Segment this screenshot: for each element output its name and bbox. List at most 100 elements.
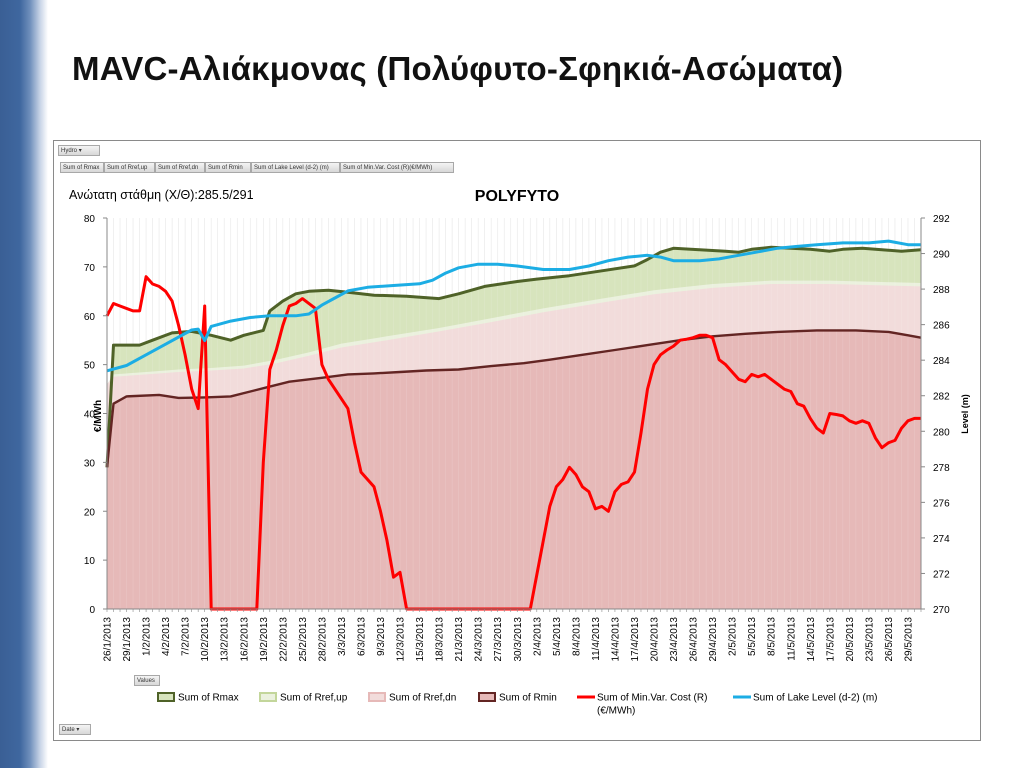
right-tick-label: 274 — [933, 534, 950, 545]
right-axis-ticks: 270 272 274 276 278 280 282 284 286 288 290 292 — [921, 214, 950, 616]
x-tick-label: 5/5/2013 — [747, 617, 758, 656]
x-tick-label: 1/2/2013 — [142, 617, 153, 656]
x-tick-label: 15/3/2013 — [415, 617, 426, 662]
y-axis-label-right: Level (m) — [960, 394, 970, 434]
legend-label: Sum of Rmax — [178, 693, 239, 704]
value-field-button-cost[interactable]: Sum of Min.Var. Cost (R)(€/MWh) — [340, 162, 454, 173]
value-field-button-rmax[interactable]: Sum of Rmax — [60, 162, 104, 173]
x-tick-label: 20/5/2013 — [845, 617, 856, 662]
value-field-button-rmin[interactable]: Sum of Rmin — [205, 162, 251, 173]
legend-swatch — [259, 692, 277, 702]
axis-field-button[interactable]: Date ▾ — [59, 724, 91, 735]
axis-dropdown-icon: ▾ — [76, 727, 80, 733]
axis-field-label: Date — [62, 727, 75, 733]
value-field-button-lake-level[interactable]: Sum of Lake Level (d-2) (m) — [251, 162, 340, 173]
x-tick-label: 11/4/2013 — [591, 617, 602, 661]
cost-line — [105, 275, 921, 611]
x-tick-label: 16/2/2013 — [239, 617, 250, 662]
area-fill-3 — [107, 330, 921, 609]
x-tick-label: 27/3/2013 — [493, 617, 504, 662]
x-tick-label: 7/2/2013 — [181, 617, 192, 656]
x-tick-label: 5/4/2013 — [552, 617, 563, 656]
legend-swatch — [478, 692, 496, 702]
x-tick-label: 24/3/2013 — [474, 617, 485, 662]
right-tick-label: 282 — [933, 392, 950, 403]
legend-label: Sum of Lake Level (d-2) (m) — [753, 693, 878, 704]
value-field-button-rrefdn[interactable]: Sum of Rref,dn — [155, 162, 205, 173]
area-outline-3 — [105, 329, 922, 468]
filter-dropdown-icon: ▾ — [78, 148, 82, 154]
x-tick-label: 9/3/2013 — [376, 617, 387, 656]
right-tick-label: 284 — [933, 356, 950, 367]
x-tick-label: 8/4/2013 — [571, 617, 582, 656]
x-tick-label: 8/5/2013 — [767, 617, 778, 656]
x-tick-label: 2/5/2013 — [728, 617, 739, 656]
x-tick-label: 26/4/2013 — [689, 617, 700, 662]
legend-label: Sum of Rref,dn — [389, 693, 456, 704]
x-tick-label: 29/5/2013 — [904, 617, 915, 662]
x-axis-ticks: 26/1/2013 29/1/2013 1/2/2013 4/2/2013 7/2/20… — [103, 609, 922, 662]
x-tick-label: 14/4/2013 — [610, 617, 621, 662]
legend-label: Sum of Rref,up — [280, 693, 348, 704]
x-tick-label: 21/3/2013 — [454, 617, 465, 662]
left-tick-label: 50 — [84, 361, 96, 372]
value-field-button-rrefup[interactable]: Sum of Rref,up — [104, 162, 155, 173]
left-tick-label: 60 — [84, 312, 96, 323]
x-tick-label: 29/4/2013 — [708, 617, 719, 662]
report-filter-button[interactable]: Hydro ▾ — [58, 145, 100, 156]
left-tick-label: 20 — [84, 507, 96, 518]
right-tick-label: 272 — [933, 569, 950, 580]
x-tick-label: 2/4/2013 — [532, 617, 543, 656]
left-tick-label: 0 — [89, 605, 95, 616]
legend-swatch — [157, 692, 175, 702]
right-tick-label: 290 — [933, 250, 950, 261]
x-tick-label: 11/5/2013 — [786, 617, 797, 661]
legend-label: Sum of Min.Var. Cost (R) (€/MWh) — [597, 693, 707, 717]
max-level-annotation: Ανώτατη στάθμη (Χ/Θ):285.5/291 — [69, 188, 254, 202]
x-tick-label: 22/2/2013 — [278, 617, 289, 662]
x-tick-label: 26/5/2013 — [884, 617, 895, 662]
x-tick-label: 18/3/2013 — [435, 617, 446, 662]
x-tick-label: 3/3/2013 — [337, 617, 348, 656]
right-tick-label: 270 — [933, 605, 950, 616]
x-tick-label: 4/2/2013 — [161, 617, 172, 656]
x-tick-label: 14/5/2013 — [806, 617, 817, 662]
x-tick-label: 12/3/2013 — [396, 617, 407, 662]
left-axis-ticks: 0 10 20 30 40 50 60 70 80 — [84, 214, 107, 616]
right-tick-label: 276 — [933, 498, 950, 509]
line-series — [105, 239, 921, 611]
x-tick-label: 19/2/2013 — [259, 617, 270, 662]
left-tick-label: 80 — [84, 214, 96, 225]
right-tick-label: 288 — [933, 285, 950, 296]
x-tick-label: 17/4/2013 — [630, 617, 641, 662]
x-tick-label: 10/2/2013 — [200, 617, 211, 662]
right-tick-label: 278 — [933, 463, 950, 474]
slide-side-bar — [0, 0, 48, 768]
legend-label: Sum of Rmin — [499, 693, 557, 704]
report-filter-label: Hydro — [61, 148, 78, 154]
left-tick-label: 10 — [84, 556, 96, 567]
right-tick-label: 280 — [933, 427, 950, 438]
x-tick-label: 29/1/2013 — [122, 617, 133, 662]
x-tick-label: 23/4/2013 — [669, 617, 680, 662]
pivot-chart-frame[interactable]: Hydro ▾ Sum of Rmax Sum of Rref,up Sum o… — [53, 140, 981, 741]
x-tick-label: 6/3/2013 — [357, 617, 368, 656]
legend-swatch — [368, 692, 386, 702]
x-tick-label: 13/2/2013 — [220, 617, 231, 662]
x-tick-label: 26/1/2013 — [103, 617, 114, 662]
chart-canvas: POLYFYTO Ανώτατη στάθμη (Χ/Θ):285.5/291 … — [69, 188, 970, 717]
x-tick-label: 17/5/2013 — [825, 617, 836, 662]
x-tick-label: 30/3/2013 — [513, 617, 524, 662]
lake-level-line — [106, 239, 921, 373]
x-tick-label: 20/4/2013 — [650, 617, 661, 662]
area-series — [105, 218, 922, 610]
slide-title: MAVC-Αλιάκμονας (Πολύφυτο-Σφηκιά-Ασώματα… — [72, 50, 844, 87]
right-tick-label: 292 — [933, 214, 950, 225]
left-tick-label: 30 — [84, 458, 96, 469]
x-tick-label: 25/2/2013 — [298, 617, 309, 662]
x-tick-label: 23/5/2013 — [864, 617, 875, 662]
legend: Sum of Rmax Sum of Rref,up Sum of Rref,dn S… — [157, 692, 878, 717]
values-field-button[interactable]: Values — [134, 675, 160, 686]
chart-title: POLYFYTO — [475, 188, 559, 205]
right-tick-label: 286 — [933, 321, 950, 332]
